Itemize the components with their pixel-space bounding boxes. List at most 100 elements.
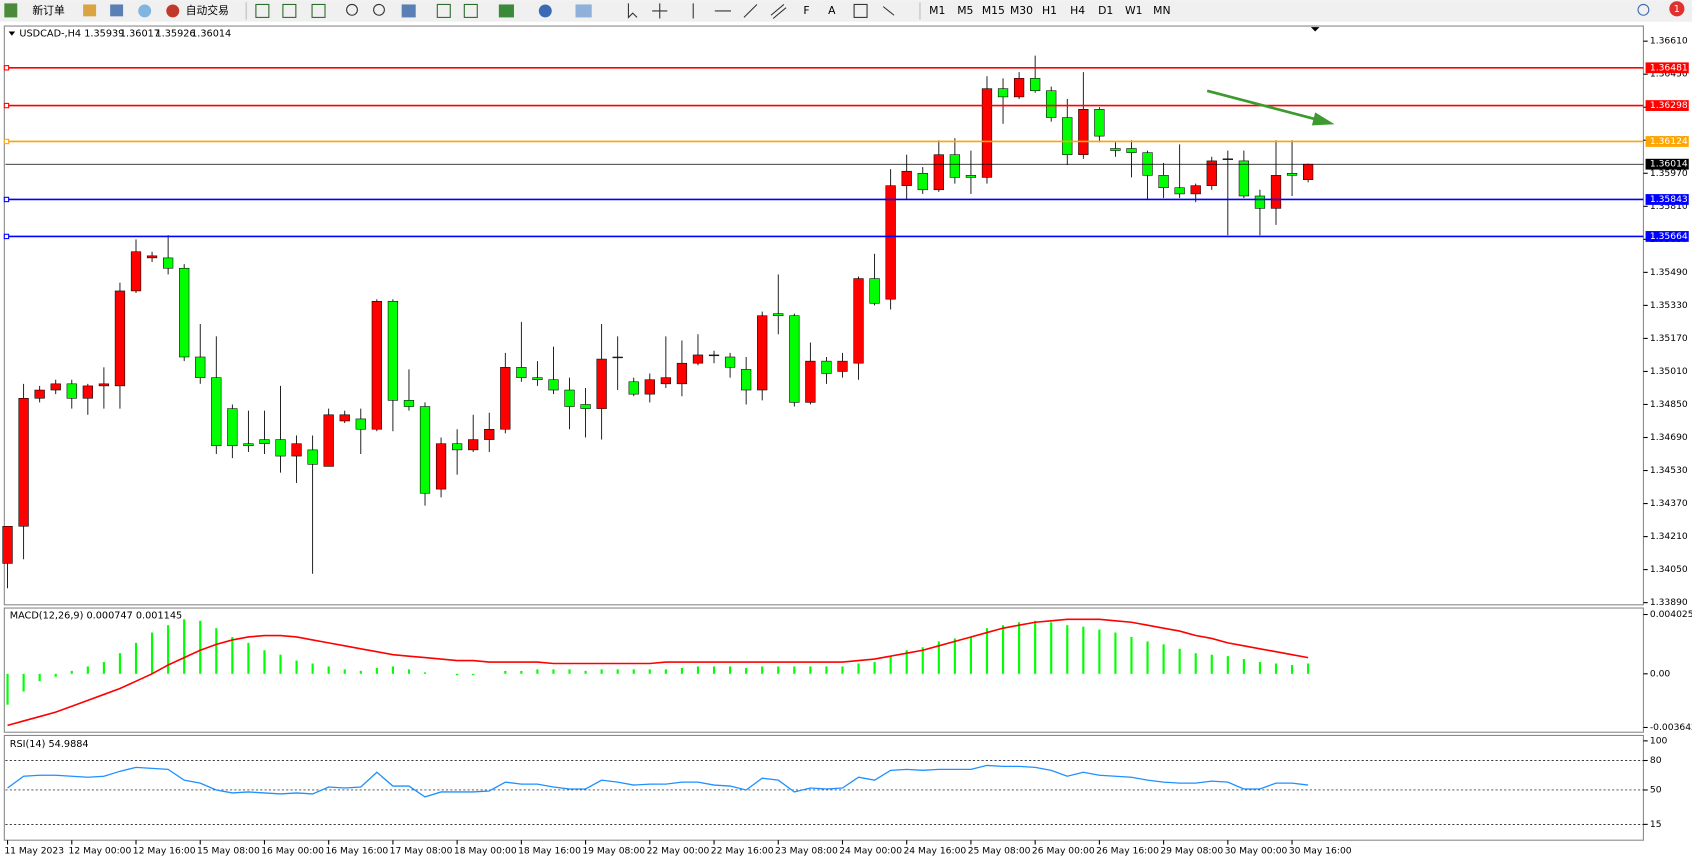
candle-body: [997, 88, 1009, 98]
candle-body: [965, 175, 977, 178]
candle-body: [195, 356, 206, 378]
label-button[interactable]: [853, 3, 868, 18]
templates-button[interactable]: [575, 4, 592, 18]
periods-button[interactable]: [538, 4, 552, 18]
candle-body: [387, 300, 399, 401]
candle-body: [2, 525, 13, 564]
candle-body: [179, 267, 190, 358]
x-tick-label: 30 May 16:00: [1289, 845, 1352, 856]
candle-body: [1222, 158, 1233, 160]
auto-trading-button[interactable]: 自动交易: [186, 4, 229, 17]
channel-button[interactable]: [770, 4, 787, 19]
candle-body: [452, 443, 463, 451]
new-order-icon[interactable]: [4, 3, 18, 18]
candle-chart-button[interactable]: [282, 3, 297, 18]
x-tick-label: 16 May 00:00: [261, 845, 324, 856]
y-tick-label: 1.35810: [1650, 201, 1688, 212]
candle-body: [837, 360, 848, 372]
level-tag: [1645, 100, 1689, 111]
x-tick-label: 29 May 08:00: [1160, 845, 1223, 856]
timeframe-button[interactable]: M30: [1010, 4, 1033, 17]
candle-body: [532, 377, 543, 380]
candle-body: [821, 360, 832, 374]
y-tick-label: 1.35970: [1650, 168, 1688, 179]
price-tag: [1645, 158, 1689, 170]
y-tick-label: 80: [1650, 755, 1662, 766]
candle-body: [773, 313, 784, 316]
y-tick-label: 0.00: [1650, 668, 1671, 679]
candle-body: [628, 381, 639, 395]
candle-body: [162, 257, 174, 269]
level-label: 1.35664: [1650, 231, 1688, 242]
candle-body: [468, 439, 479, 451]
annotation-arrowhead: [1311, 112, 1335, 126]
x-tick-label: 22 May 16:00: [711, 845, 774, 856]
y-tick-label: 1.35010: [1650, 366, 1688, 377]
crosshair-button[interactable]: [652, 3, 668, 19]
timeframe-button[interactable]: H1: [1042, 4, 1057, 17]
candle-body: [146, 255, 158, 259]
candle-body: [34, 389, 45, 399]
timeframe-button[interactable]: M5: [957, 4, 973, 17]
price-label: 1.36014: [1650, 159, 1688, 170]
candle-body: [1062, 117, 1073, 155]
rsi-line: [7, 764, 1309, 798]
level-handle: [3, 102, 10, 109]
scroll-button[interactable]: [436, 3, 451, 18]
timeframe-button[interactable]: M15: [982, 4, 1005, 17]
candle-body: [355, 418, 366, 430]
search-button[interactable]: [1637, 3, 1650, 16]
candle-body: [291, 443, 302, 457]
timeframe-button[interactable]: MN: [1153, 4, 1170, 17]
timeframe-button[interactable]: H4: [1070, 4, 1085, 17]
timeframe-button[interactable]: D1: [1098, 4, 1113, 17]
indicators-button[interactable]: [498, 4, 514, 18]
y-tick-label: 1.36450: [1650, 69, 1688, 80]
y-tick-label: 1.34050: [1650, 564, 1688, 575]
notification-badge[interactable]: [1669, 1, 1685, 17]
tool-icon[interactable]: [83, 4, 97, 17]
cursor-button[interactable]: [627, 3, 638, 19]
bar-chart-button[interactable]: [255, 3, 270, 18]
text-button[interactable]: A: [828, 4, 836, 17]
ohlc-value: 1.36017: [120, 29, 160, 40]
zoom-in-button[interactable]: [346, 3, 358, 16]
trendline-button[interactable]: [743, 4, 758, 18]
timeframe-button[interactable]: M1: [929, 4, 945, 17]
tile-button[interactable]: [401, 4, 416, 18]
x-tick-label: 19 May 08:00: [582, 845, 645, 856]
x-tick-label: 18 May 00:00: [454, 845, 517, 856]
candle-body: [741, 369, 752, 391]
tool-icon[interactable]: [110, 4, 124, 17]
candle-body: [805, 360, 816, 403]
x-tick-label: 12 May 16:00: [133, 845, 196, 856]
candle-body: [1238, 160, 1250, 197]
y-tick-label: -0.003642: [1650, 722, 1692, 733]
shift-button[interactable]: [463, 3, 478, 18]
candle-body: [1013, 78, 1025, 98]
ohlc-value: 1.36014: [191, 29, 231, 40]
auto-trading-icon[interactable]: [166, 4, 180, 18]
timeframe-button[interactable]: W1: [1125, 4, 1143, 17]
menu-triangle[interactable]: [8, 31, 16, 36]
candle-body: [644, 379, 655, 395]
level-tag: [1645, 194, 1689, 205]
toolbar: 新订单 自动交易 F A M1 M5 M15 M30 H1 H4 D1 W1 MN 1: [0, 0, 1692, 22]
fibo-button[interactable]: F: [803, 4, 809, 17]
line-chart-button[interactable]: [311, 3, 326, 18]
candle-body: [1030, 78, 1041, 91]
shapes-button[interactable]: [882, 6, 895, 16]
x-tick-label: 18 May 16:00: [518, 845, 581, 856]
tool-icon[interactable]: [138, 4, 152, 18]
new-order-button[interactable]: 新订单: [32, 4, 65, 17]
candle-body: [933, 154, 944, 191]
candle-body: [1046, 90, 1057, 118]
candle-body: [435, 443, 447, 490]
candle-body: [516, 367, 527, 378]
candle-body: [1094, 109, 1105, 137]
zoom-out-button[interactable]: [373, 3, 385, 16]
y-tick-label: 50: [1650, 784, 1662, 795]
level-label: 1.36124: [1650, 136, 1688, 147]
candle-body: [66, 383, 77, 399]
